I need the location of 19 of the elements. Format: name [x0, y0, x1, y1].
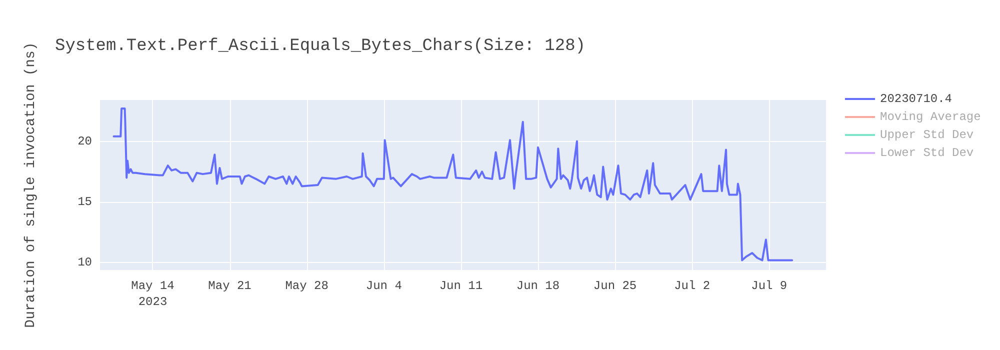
x-tick-label: Jul 9: [751, 279, 788, 293]
legend-label: Lower Std Dev: [880, 146, 974, 160]
x-tick-label: Jun 25: [593, 279, 637, 293]
x-tick-label: May 21: [208, 279, 252, 293]
y-tick-label: 20: [78, 134, 92, 148]
x-tick-label: Jun 11: [439, 279, 483, 293]
chart-title: System.Text.Perf_Ascii.Equals_Bytes_Chars(Size: 128): [55, 37, 586, 56]
y-axis-title: Duration of single invocation (ns): [23, 42, 39, 328]
legend-label: Upper Std Dev: [880, 128, 974, 142]
x-tick-label: Jun 4: [366, 279, 402, 293]
x-tick-label: May 14 2023: [131, 279, 174, 309]
line-series: [112, 108, 794, 262]
y-tick-label: 10: [78, 256, 92, 270]
x-tick-label: Jun 18: [516, 279, 560, 293]
legend-label: 20230710.4: [880, 92, 952, 106]
x-tick-label: Jul 2: [674, 279, 710, 293]
x-tick-label: May 28: [285, 279, 328, 293]
legend-label: Moving Average: [880, 110, 981, 124]
y-tick-label: 15: [78, 195, 92, 209]
